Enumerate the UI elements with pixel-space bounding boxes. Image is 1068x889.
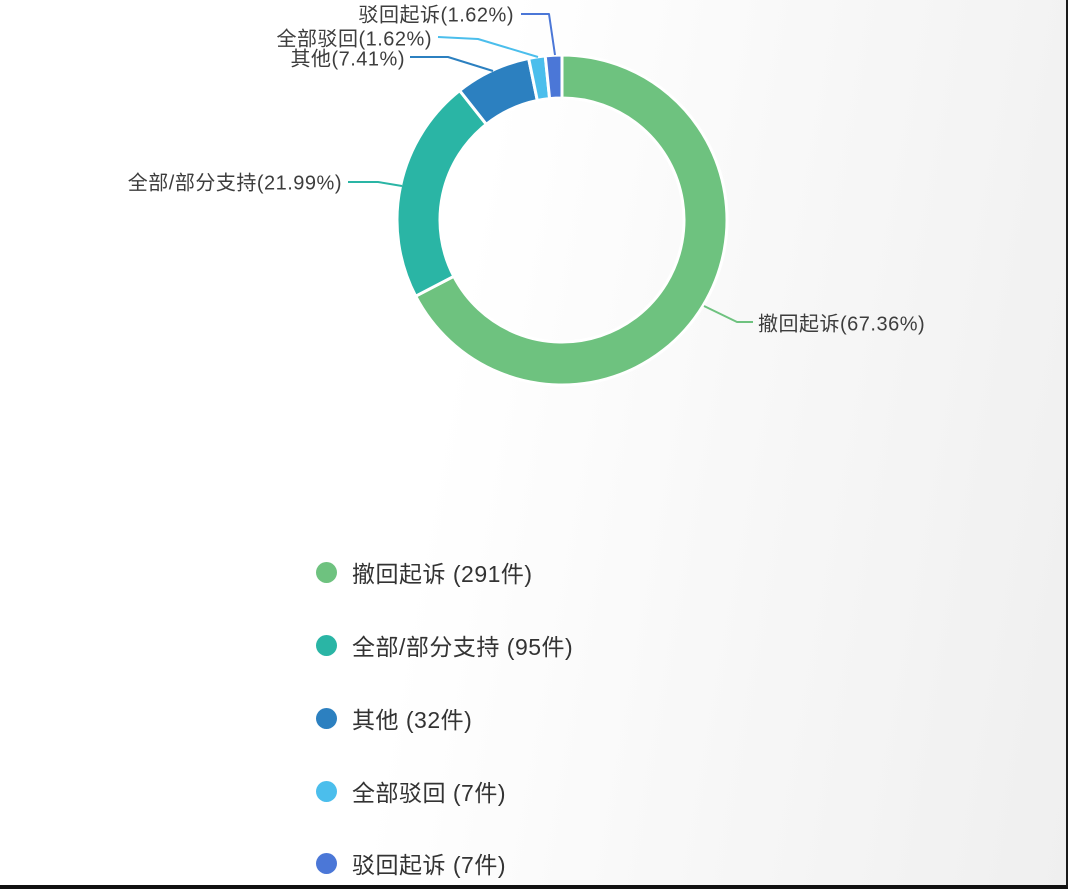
- legend-label: 撤回起诉 (291件): [352, 561, 533, 587]
- label-leader-line-3: [437, 36, 539, 58]
- pie-slice-1[interactable]: [395, 89, 488, 298]
- legend-item-0[interactable]: 撤回起诉 (291件): [316, 555, 533, 589]
- legend-dot-icon: [316, 561, 337, 583]
- label-leader-line-4: [521, 13, 556, 56]
- slice-callout-label-2: 其他(7.41%): [290, 48, 405, 71]
- legend-item-4[interactable]: 驳回起诉 (7件): [316, 846, 506, 880]
- label-leader-line-2: [410, 56, 494, 72]
- legend-label: 全部/部分支持 (95件): [352, 634, 574, 660]
- label-leader-line-1: [348, 181, 403, 187]
- slice-callout-label-3: 全部驳回(1.62%): [276, 28, 432, 51]
- legend-item-2[interactable]: 其他 (32件): [316, 701, 472, 735]
- legend-item-3[interactable]: 全部驳回 (7件): [316, 774, 506, 808]
- legend-dot-icon: [316, 780, 337, 802]
- legend-dot-icon: [316, 634, 337, 656]
- legend-dot-icon: [316, 707, 337, 729]
- legend-label: 全部驳回 (7件): [352, 780, 506, 806]
- legend-label: 其他 (32件): [352, 707, 473, 733]
- slice-callout-label-1: 全部/部分支持(21.99%): [127, 172, 342, 195]
- pie-slice-0[interactable]: [414, 53, 729, 387]
- label-leader-line-0: [703, 305, 753, 323]
- pie-slice-4[interactable]: [543, 53, 564, 101]
- legend-dot-icon: [316, 852, 337, 874]
- legend-item-1[interactable]: 全部/部分支持 (95件): [316, 628, 573, 662]
- slice-callout-label-4: 驳回起诉(1.62%): [358, 4, 514, 27]
- legend-label: 驳回起诉 (7件): [352, 852, 506, 878]
- slice-callout-label-0: 撤回起诉(67.36%): [758, 313, 926, 336]
